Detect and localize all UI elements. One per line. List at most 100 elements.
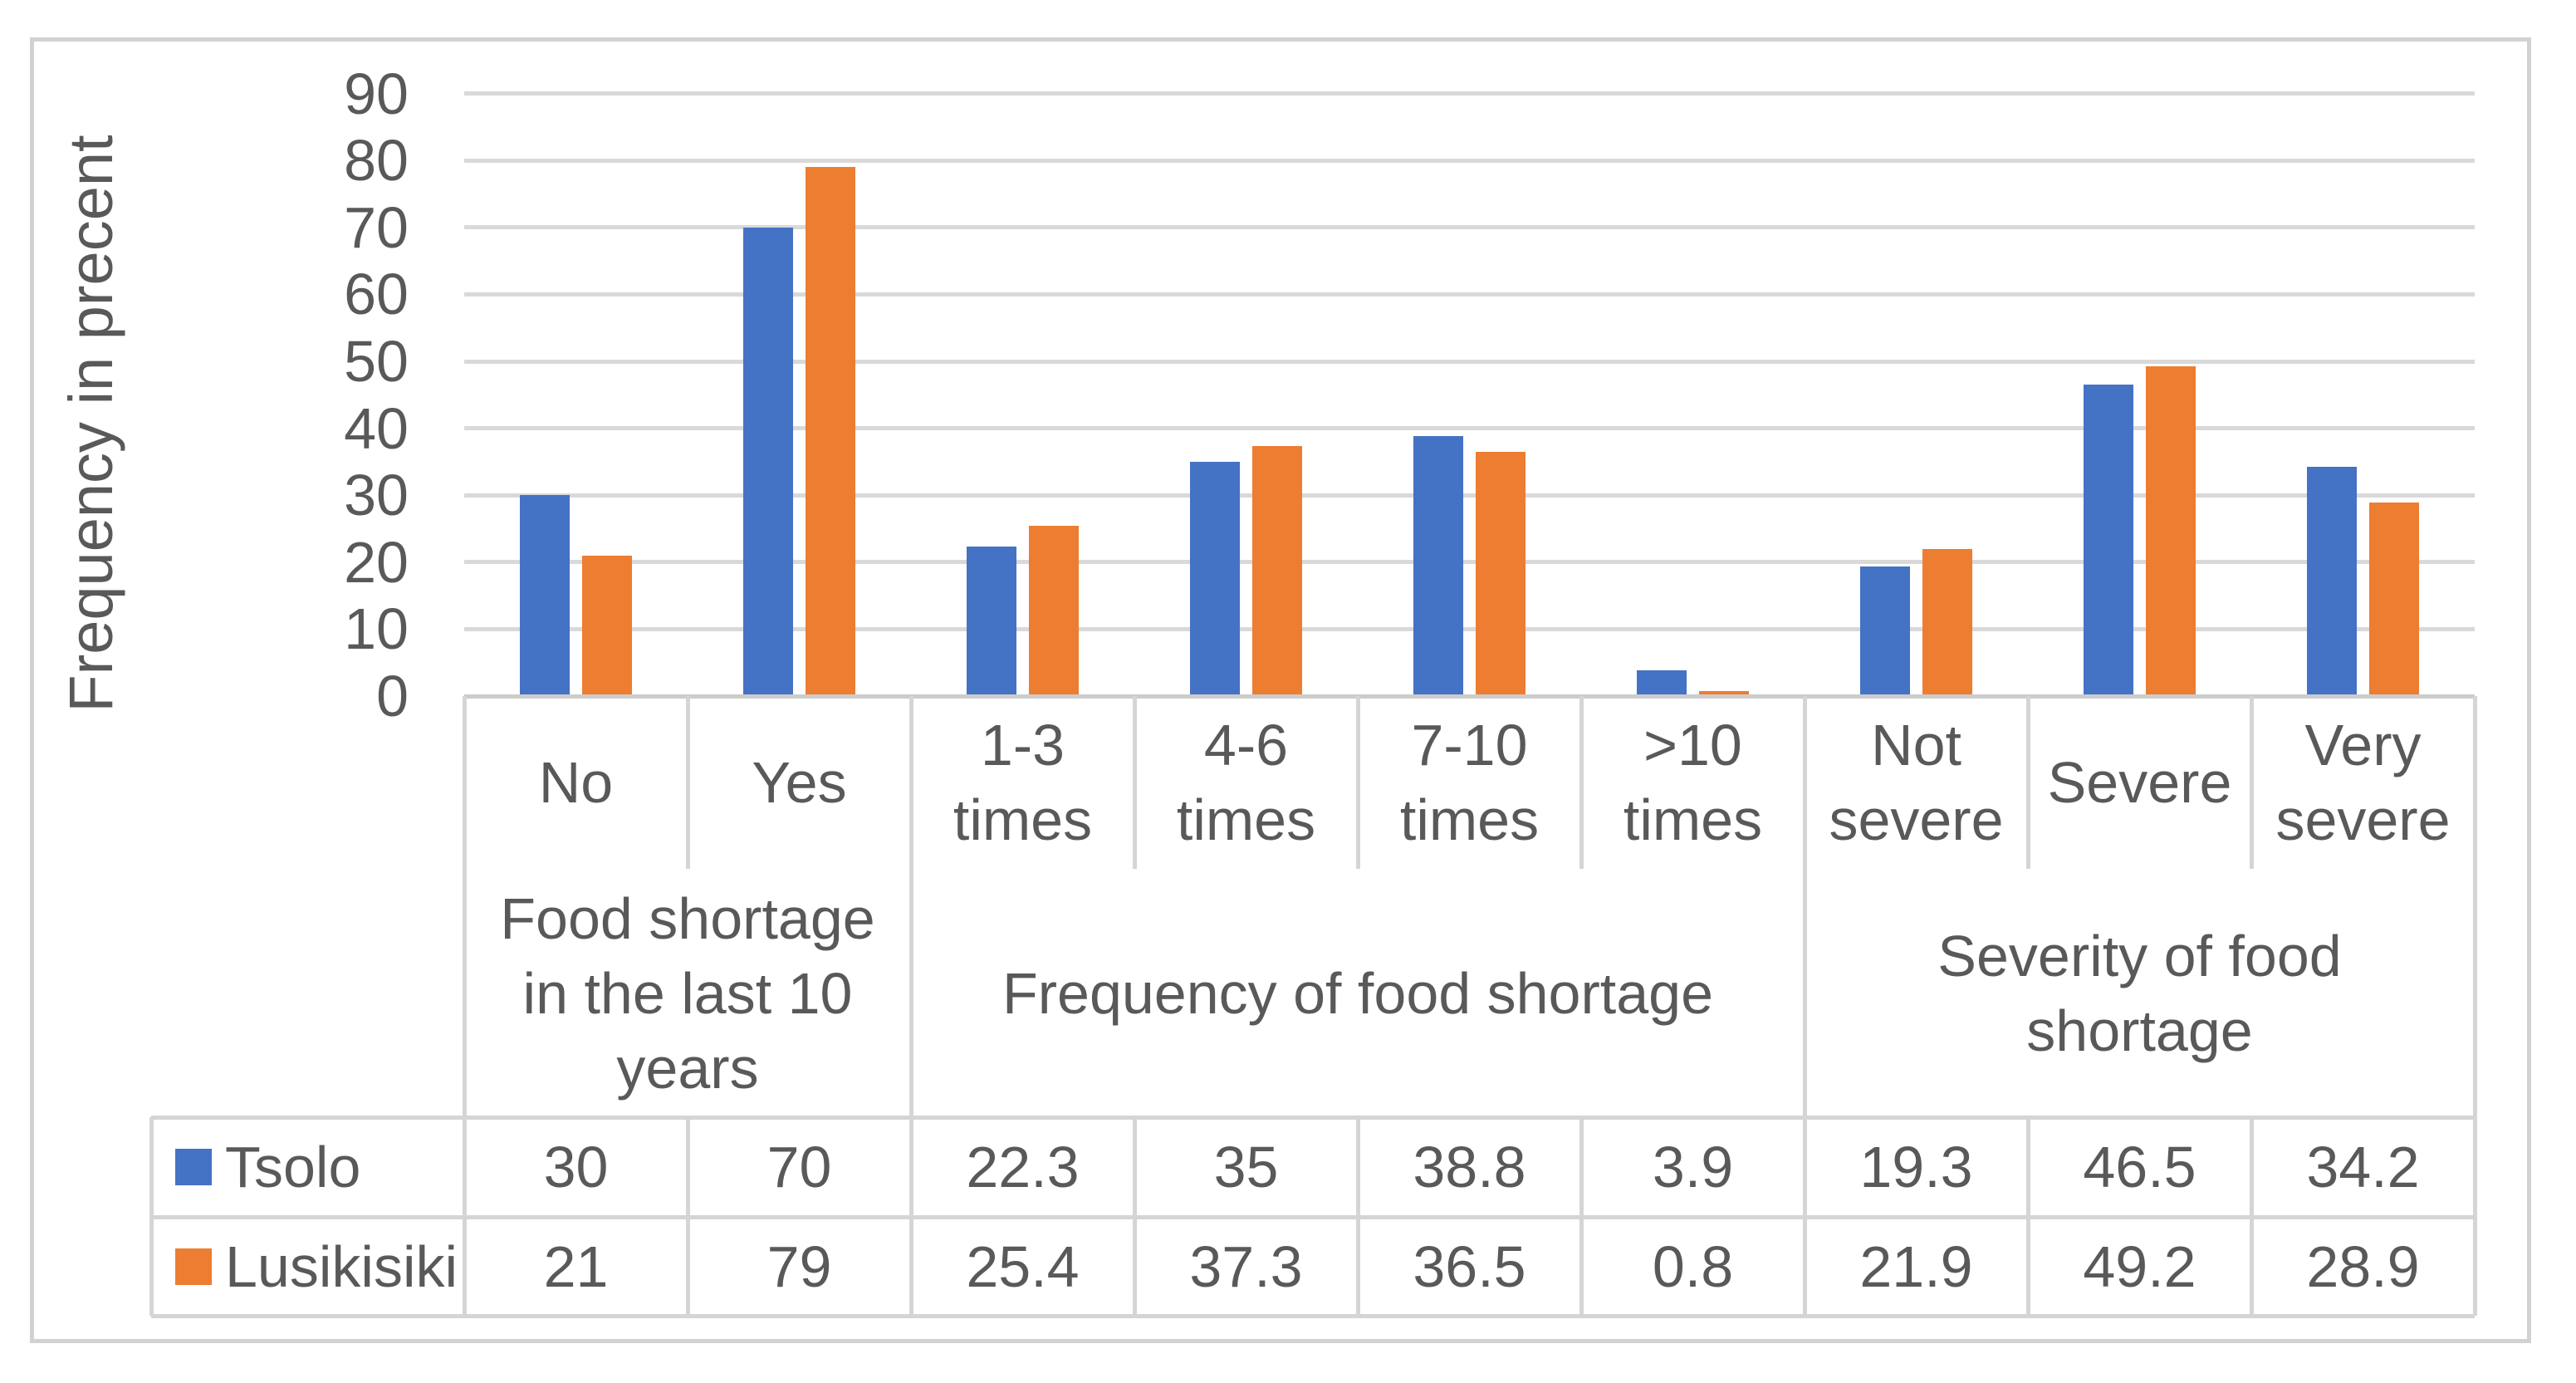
y-axis-tick-label: 40 <box>344 396 409 461</box>
y-axis-tick-label: 0 <box>376 664 409 728</box>
bar-tsolo <box>2307 467 2357 696</box>
category-label-line: Yes <box>752 750 847 815</box>
series-name: Lusikisiki <box>225 1234 458 1299</box>
value-cell: 19.3 <box>1859 1135 1973 1199</box>
bar-tsolo <box>1637 670 1687 696</box>
group-label: Frequency of food shortage <box>911 869 1805 1117</box>
bar-lusikisiki <box>1476 452 1526 696</box>
value-cell: 21 <box>543 1233 609 1299</box>
bar-tsolo <box>1413 436 1463 696</box>
data-table-border <box>2026 1117 2030 1316</box>
bar-tsolo <box>2084 385 2133 696</box>
bar-lusikisiki <box>2369 503 2419 696</box>
bar-lusikisiki <box>1922 549 1972 696</box>
data-table-border <box>1356 1117 1360 1316</box>
category-label-line: >10 <box>1643 713 1742 777</box>
category-label-line: No <box>538 750 614 815</box>
group-label: Severity of food shortage <box>1805 869 2475 1117</box>
y-axis-title: Frequency in precent <box>56 135 125 713</box>
value-cell: 34.2 <box>2306 1135 2420 1199</box>
category-label-line: 4-6 <box>1203 713 1289 777</box>
header-table-border <box>463 696 467 1117</box>
data-table-border <box>1803 1117 1807 1316</box>
value-cell: 38.8 <box>1413 1135 1526 1199</box>
gridline <box>464 627 2475 631</box>
data-table-border <box>909 1117 913 1316</box>
y-axis-tick-label: 50 <box>344 329 409 394</box>
category-label-line: 7-10 <box>1411 713 1528 777</box>
y-axis-tick-label: 30 <box>344 463 409 527</box>
category-label-line: times <box>1176 787 1316 852</box>
category-label: 4-6 times <box>1134 696 1358 869</box>
header-table-border <box>2250 696 2254 869</box>
category-label-line: 1-3 <box>980 713 1065 777</box>
category-label: Not severe <box>1805 696 2028 869</box>
gridline <box>464 493 2475 498</box>
group-label-line: Frequency of food shortage <box>1002 960 1714 1026</box>
data-table-border <box>2473 1117 2477 1316</box>
y-axis-tick-label: 60 <box>344 262 409 326</box>
data-table-border <box>151 1116 2475 1120</box>
header-table-border <box>1133 696 1137 869</box>
category-label: >10 times <box>1581 696 1805 869</box>
category-label-line: times <box>1399 787 1540 852</box>
gridline <box>464 360 2475 364</box>
value-cell: 79 <box>766 1233 832 1299</box>
bar-lusikisiki <box>582 556 632 696</box>
bar-tsolo <box>520 495 570 696</box>
category-label: Very severe <box>2251 696 2475 869</box>
category-label-line: times <box>953 787 1093 852</box>
category-label: 7-10 times <box>1358 696 1581 869</box>
bar-lusikisiki <box>1252 446 1302 696</box>
y-axis-tick-label: 10 <box>344 596 409 661</box>
header-table-border <box>2473 696 2477 1117</box>
category-label: No <box>464 696 688 869</box>
header-table-border <box>2026 696 2030 869</box>
data-table-border <box>151 1215 2475 1219</box>
value-cell: 21.9 <box>1859 1233 1973 1299</box>
bar-tsolo <box>1860 566 1910 696</box>
category-label-line: times <box>1623 787 1763 852</box>
bar-lusikisiki <box>806 167 855 696</box>
gridline <box>464 225 2475 229</box>
data-table-border <box>686 1117 690 1316</box>
bar-tsolo <box>743 228 793 696</box>
group-label-line: shortage <box>2026 998 2253 1063</box>
header-table-border <box>1803 696 1807 1117</box>
category-label-line: severe <box>1829 787 2004 852</box>
header-table-border <box>686 696 690 869</box>
category-label: Severe <box>2028 696 2251 869</box>
header-table-border <box>909 696 913 1117</box>
data-table-border <box>1579 1117 1584 1316</box>
category-label: 1-3 times <box>911 696 1134 869</box>
group-label-line: in the last 10 <box>522 960 853 1026</box>
bar-tsolo <box>1190 462 1240 696</box>
data-table-border <box>1133 1117 1137 1316</box>
value-cell: 28.9 <box>2306 1233 2420 1299</box>
gridline <box>464 292 2475 297</box>
data-table-border <box>463 1117 467 1316</box>
value-cell: 22.3 <box>966 1135 1080 1199</box>
value-cell: 30 <box>543 1135 609 1199</box>
value-cell: 70 <box>766 1135 832 1199</box>
data-table-border <box>149 1117 154 1316</box>
y-axis-tick-label: 90 <box>344 61 409 126</box>
value-cell: 3.9 <box>1652 1135 1734 1199</box>
gridline <box>464 91 2475 96</box>
bar-lusikisiki <box>2146 366 2196 696</box>
value-cell: 36.5 <box>1413 1233 1526 1299</box>
value-cell: 25.4 <box>966 1233 1080 1299</box>
gridline <box>464 159 2475 163</box>
value-cell: 49.2 <box>2083 1233 2196 1299</box>
value-cell: 37.3 <box>1189 1233 1303 1299</box>
legend-key-lusikisiki <box>175 1248 212 1285</box>
bar-lusikisiki <box>1699 691 1749 696</box>
group-label: Food shortage in the last 10 years <box>464 869 911 1117</box>
value-cell: 46.5 <box>2083 1135 2196 1199</box>
category-label-line: severe <box>2275 787 2451 852</box>
header-table-border <box>1356 696 1360 869</box>
y-axis-tick-label: 80 <box>344 128 409 193</box>
gridline <box>464 426 2475 430</box>
data-table-border <box>2250 1117 2254 1316</box>
category-label-line: Severe <box>2047 750 2232 815</box>
